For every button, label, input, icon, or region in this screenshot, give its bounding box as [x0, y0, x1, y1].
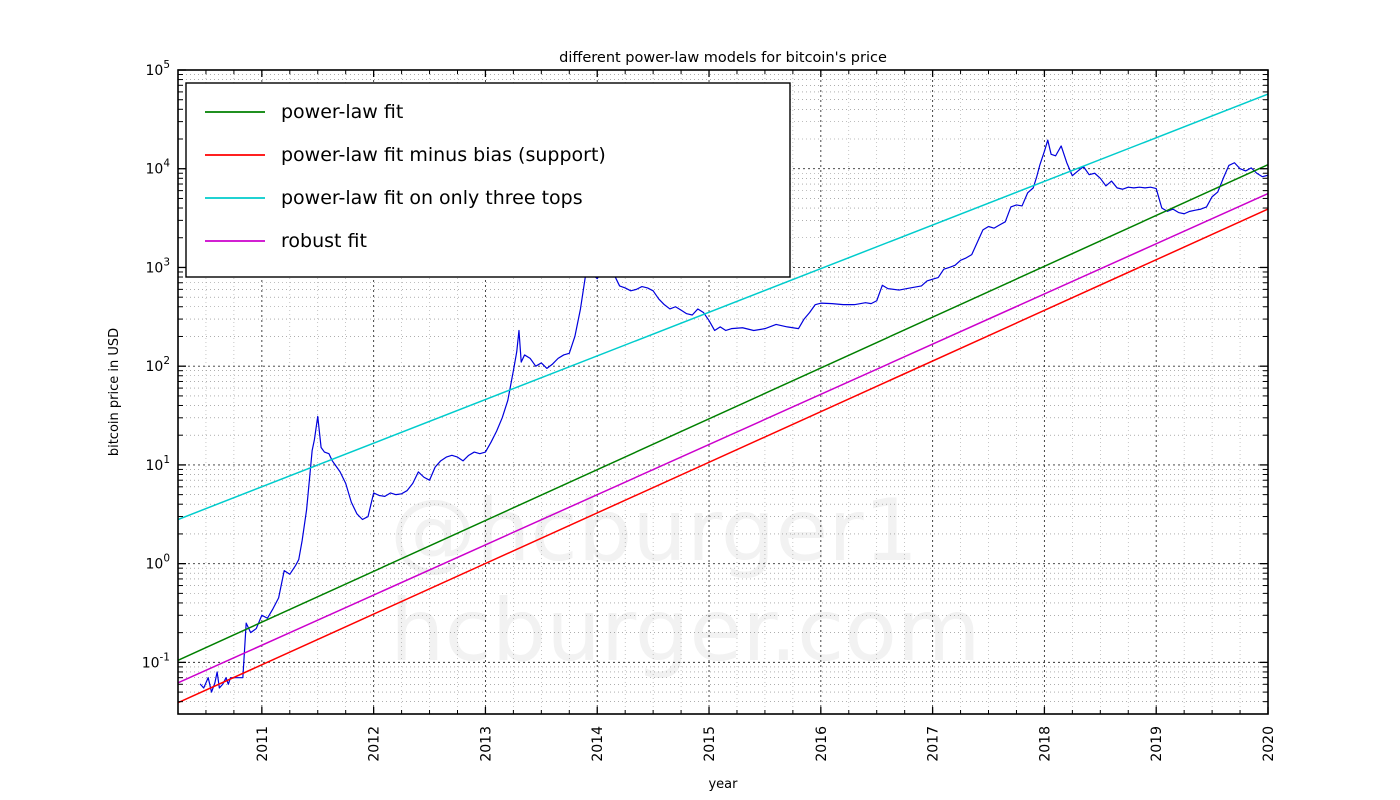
- series-line-2: [178, 208, 1268, 704]
- watermark-line2: hcburger.com: [390, 581, 981, 681]
- y-tick-label: 102: [145, 355, 170, 375]
- y-tick-label: 100: [145, 553, 170, 573]
- y-tick-labels: 10-1 100 101 102 103 104 105: [142, 59, 171, 671]
- legend: power-law fit power-law fit minus bias (s…: [185, 82, 791, 278]
- y-tick-label: 103: [145, 256, 170, 276]
- x-tick-label: 2017: [926, 726, 942, 762]
- watermark-line1: @hcburger1: [390, 481, 918, 581]
- x-tick-label: 2015: [702, 726, 718, 762]
- ticks-layer: [177, 69, 1269, 715]
- legend-box: [185, 82, 791, 278]
- legend-label: power-law fit minus bias (support): [281, 144, 606, 166]
- x-tick-label: 2016: [814, 726, 830, 762]
- x-tick-label: 2011: [255, 726, 271, 762]
- y-axis-title: bitcoin price in USD: [107, 328, 122, 456]
- legend-items: power-law fit power-law fit minus bias (s…: [205, 101, 606, 252]
- y-tick-label: 101: [145, 454, 170, 474]
- axes-frame: [177, 69, 1269, 715]
- series-line-3: [178, 93, 1268, 521]
- y-tick-label: 105: [145, 59, 170, 79]
- x-tick-label: 2018: [1037, 726, 1053, 762]
- series-layer: [178, 93, 1268, 704]
- series-line-0: [199, 139, 1268, 693]
- series-line-1: [178, 163, 1268, 662]
- legend-label: power-law fit: [281, 101, 403, 123]
- x-tick-labels: 2011 2012 2013 2014 2015 2016 2017 2018 2019 2020: [255, 726, 1277, 762]
- x-tick-label: 2014: [590, 726, 606, 762]
- legend-label: power-law fit on only three tops: [281, 187, 583, 209]
- legend-label: robust fit: [281, 230, 367, 252]
- x-tick-label: 2013: [478, 726, 494, 762]
- y-tick-label: 10-1: [142, 651, 170, 671]
- y-tick-label: 104: [145, 158, 170, 178]
- page-title: different power-law models for bitcoin's…: [559, 50, 887, 66]
- watermark: @hcburger1 hcburger.com: [390, 481, 981, 681]
- x-tick-label: 2012: [367, 726, 383, 762]
- series-line-4: [178, 192, 1268, 684]
- x-tick-label: 2020: [1261, 726, 1277, 762]
- x-axis-title: year: [708, 777, 738, 792]
- x-tick-label: 2019: [1149, 726, 1165, 762]
